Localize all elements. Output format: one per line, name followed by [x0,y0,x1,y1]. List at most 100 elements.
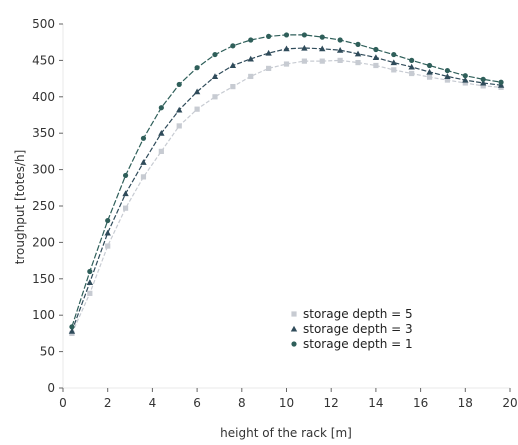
x-tick-label: 18 [458,396,473,410]
data-point [122,205,129,211]
data-point [229,62,237,69]
data-point [444,73,451,79]
data-point [480,83,486,89]
legend-marker [291,311,297,317]
x-tick-label: 20 [502,396,517,410]
x-tick-label: 4 [149,396,157,410]
data-point [373,46,379,53]
data-point [301,58,307,64]
data-point [194,106,200,112]
data-point [372,54,380,61]
x-tick-label: 16 [413,396,428,410]
y-tick-label: 450 [32,53,55,67]
series-triangle [68,44,505,334]
data-point [336,47,344,53]
data-point [176,106,183,113]
data-point [479,79,487,86]
data-point [498,79,504,85]
data-point [391,51,397,58]
data-point [444,67,451,74]
series-layer [68,32,505,336]
data-point [247,55,254,62]
data-point [105,243,111,249]
data-point [176,123,182,129]
data-point [248,73,254,80]
x-tick-label: 2 [104,396,112,410]
data-point [319,34,325,40]
data-point [283,45,290,52]
y-tick-label: 500 [32,17,55,31]
y-ticks: 0 50 100 150 200 250 300 350 400 450 500 [32,17,63,395]
data-point [355,41,361,47]
data-point [408,63,415,70]
data-point [283,61,290,67]
data-point [122,172,129,179]
y-tick-label: 350 [32,126,55,140]
series-circle [69,32,504,330]
y-tick-label: 300 [32,163,55,177]
x-tick-label: 12 [324,396,339,410]
data-point [194,65,200,71]
y-tick-label: 100 [32,308,55,322]
data-point [87,290,93,296]
data-point [266,65,272,72]
data-point [283,32,290,38]
data-point [462,80,468,86]
data-point [391,67,397,73]
data-point [230,43,236,49]
y-tick-label: 0 [47,381,55,395]
data-point [87,268,93,275]
data-point [462,76,469,83]
data-point [158,105,164,111]
data-point [248,37,254,43]
y-axis-title: troughput [totes/h] [13,150,27,265]
data-point [409,70,415,77]
data-point [426,74,433,80]
data-point [176,81,182,88]
y-tick-label: 200 [32,235,55,249]
data-point [140,174,147,180]
series-square [69,57,504,336]
y-tick-label: 50 [40,345,55,359]
data-point [319,45,326,52]
x-tick-label: 8 [238,396,246,410]
data-point [426,68,433,75]
legend-marker [291,341,297,347]
y-tick-label: 250 [32,199,55,213]
data-point [211,73,219,79]
legend-label: storage depth = 5 [303,307,413,321]
data-point [104,229,111,236]
data-point [86,279,94,285]
data-point [266,33,272,39]
data-point [301,44,308,51]
y-tick-label: 150 [32,272,55,286]
data-point [355,59,361,66]
data-point [462,73,468,79]
data-point [69,324,75,330]
legend-marker [290,325,298,332]
data-point [301,32,307,38]
data-point [140,135,147,141]
data-point [390,59,397,66]
legend-label: storage depth = 1 [303,337,413,351]
data-point [480,76,486,82]
data-point [105,217,111,224]
data-point [158,148,164,154]
data-point [193,88,201,95]
x-ticks: 0 2 4 6 8 10 12 14 16 18 20 [59,388,518,410]
legend-label: storage depth = 3 [303,322,413,336]
data-point [122,190,129,197]
x-axis-title: height of the rack [m] [220,426,352,440]
data-point [444,77,451,83]
data-point [230,84,236,90]
data-point [140,159,147,165]
data-point [212,94,218,100]
data-point [68,328,76,334]
data-point [265,49,272,56]
data-point [212,51,218,58]
data-point [409,57,415,64]
data-point [354,50,362,57]
y-tick-label: 400 [32,90,55,104]
x-tick-label: 10 [279,396,294,410]
